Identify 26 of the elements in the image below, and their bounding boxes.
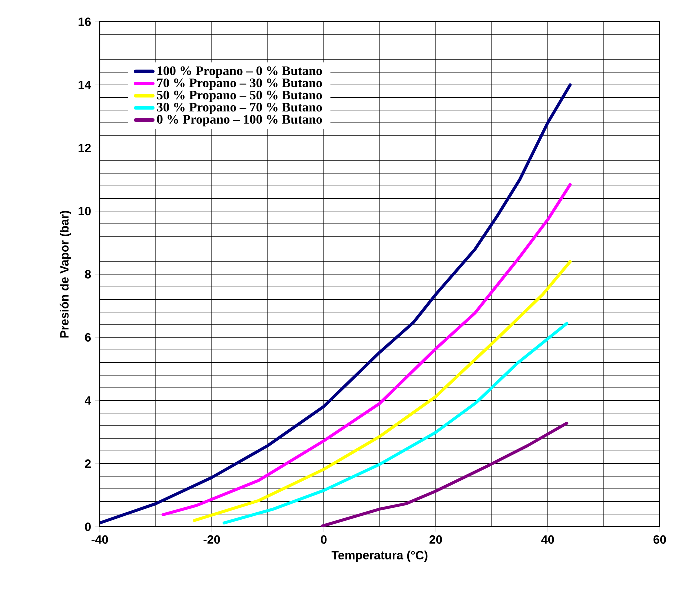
line-series: [193, 260, 572, 522]
legend-label: 0 % Propano – 100 % Butano: [157, 115, 322, 127]
x-tick-label: 20: [430, 536, 442, 544]
x-tick-label: 40: [542, 536, 554, 544]
legend-label: 70 % Propano – 30 % Butano: [158, 78, 322, 90]
y-tick-label: 2: [85, 460, 91, 468]
x-tick-label: -40: [92, 536, 108, 544]
x-tick-label: -20: [204, 536, 220, 544]
line-series: [162, 183, 572, 516]
x-axis-title: Temperatura (°C): [332, 550, 428, 562]
x-tick-label: 60: [654, 536, 666, 544]
y-tick-label: 8: [85, 270, 92, 279]
y-tick-label: 16: [78, 18, 92, 26]
y-tick-label: 12: [78, 144, 91, 152]
y-tick-label: 6: [85, 333, 92, 342]
y-tick-label: 0: [85, 522, 91, 532]
x-tick-label: 0: [321, 536, 327, 544]
line-series: [222, 322, 569, 525]
y-axis-title: Presión de Vapor (bar): [60, 211, 72, 338]
line-series: [320, 422, 569, 527]
y-tick-label: 10: [78, 207, 91, 216]
y-tick-label: 14: [78, 80, 92, 90]
legend-label: 50 % Propano – 50 % Butano: [157, 90, 322, 102]
y-tick-label: 4: [84, 396, 92, 405]
legend-label: 30 % Propano – 70 % Butano: [157, 103, 322, 114]
legend-label: 100 % Propano – 0 % Butano: [158, 66, 322, 78]
